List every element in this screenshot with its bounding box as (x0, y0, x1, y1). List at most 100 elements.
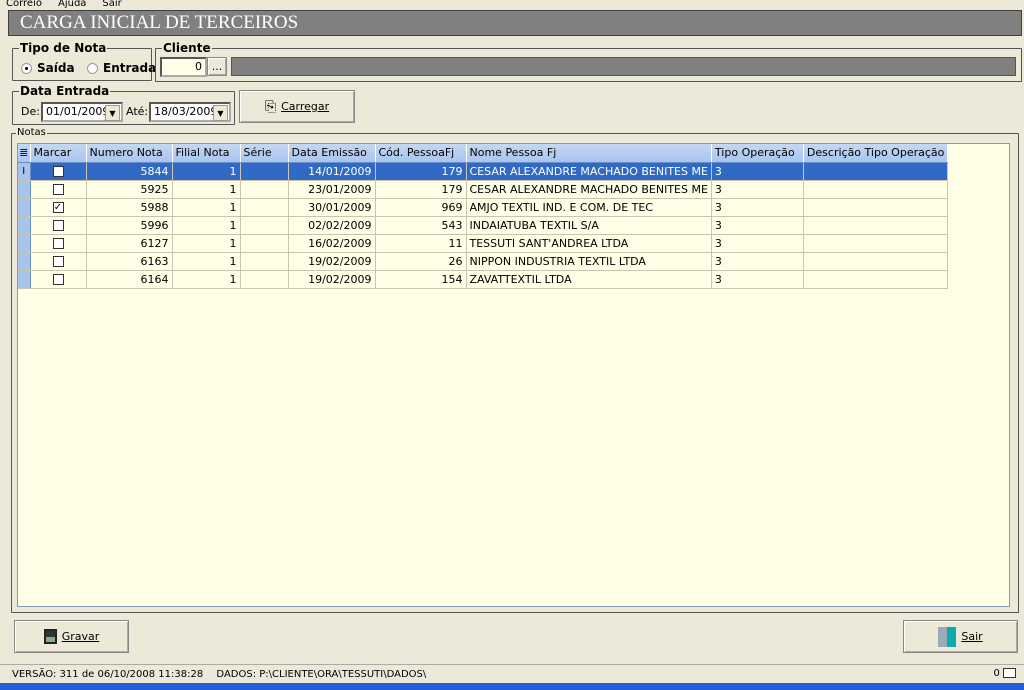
col-tipo-operacao[interactable]: Tipo Operação (711, 144, 804, 163)
checkbox[interactable] (52, 274, 64, 285)
checkbox[interactable] (52, 220, 64, 231)
checkbox[interactable]: ✓ (52, 202, 64, 213)
data-emissao-cell: 30/01/2009 (288, 198, 376, 217)
serie-cell (240, 270, 289, 289)
table-row[interactable]: I 5844 1 14/01/2009 179 CESAR ALEXANDRE … (18, 162, 949, 181)
row-indicator[interactable] (18, 252, 31, 271)
date-from-picker[interactable]: 01/01/2009 ▼ (41, 102, 123, 122)
numero-nota-cell: 5988 (86, 198, 173, 217)
load-icon: ⎘ (264, 98, 277, 115)
cod-pessoa-cell: 543 (375, 216, 467, 235)
row-indicator[interactable] (18, 234, 31, 253)
serie-cell (240, 252, 289, 271)
col-nome-pessoa[interactable]: Nome Pessoa Fj (466, 144, 712, 163)
row-indicator[interactable] (18, 216, 31, 235)
cliente-code-input[interactable]: 0 (160, 57, 207, 77)
radio-saida[interactable]: Saída (21, 61, 75, 75)
carregar-button[interactable]: ⎘ Carregar (239, 90, 355, 123)
status-dados: DADOS: P:\CLIENTE\ORA\TESSUTI\DADOS\ (216, 669, 427, 680)
cod-pessoa-cell: 969 (375, 198, 467, 217)
nome-pessoa-cell: CESAR ALEXANDRE MACHADO BENITES ME (466, 162, 712, 181)
menu-ajuda[interactable]: Ajuda (57, 0, 87, 9)
gravar-button[interactable]: Gravar (14, 620, 129, 653)
marcar-cell[interactable] (30, 180, 87, 199)
marcar-cell[interactable] (30, 216, 87, 235)
date-to-picker[interactable]: 18/03/2009 ▼ (149, 102, 231, 122)
chevron-down-icon[interactable]: ▼ (213, 105, 228, 121)
gravar-label: Gravar (61, 630, 100, 643)
save-icon (43, 629, 57, 644)
cod-pessoa-cell: 179 (375, 162, 467, 181)
descricao-tipo-cell (803, 234, 949, 253)
sair-label: Sair (961, 630, 983, 643)
numero-nota-cell: 5925 (86, 180, 173, 199)
table-row[interactable]: 6127 1 16/02/2009 11 TESSUTI SANT'ANDREA… (18, 234, 949, 253)
menu-sair[interactable]: Sair (102, 0, 122, 9)
numero-nota-cell: 6164 (86, 270, 173, 289)
checkbox[interactable] (52, 166, 64, 177)
status-bar: VERSÃO: 311 de 06/10/2008 11:38:28 DADOS… (0, 664, 1024, 683)
marcar-cell[interactable] (30, 270, 87, 289)
data-emissao-cell: 23/01/2009 (288, 180, 376, 199)
table-row[interactable]: 6163 1 19/02/2009 26 NIPPON INDUSTRIA TE… (18, 252, 949, 271)
nome-pessoa-cell: NIPPON INDUSTRIA TEXTIL LTDA (466, 252, 712, 271)
filial-nota-cell: 1 (172, 180, 241, 199)
table-row[interactable]: 5925 1 23/01/2009 179 CESAR ALEXANDRE MA… (18, 180, 949, 199)
serie-cell (240, 234, 289, 253)
date-from-value: 01/01/2009 (46, 105, 110, 118)
menu-correio[interactable]: Correio (6, 0, 42, 9)
checkbox[interactable] (52, 184, 64, 195)
row-indicator[interactable]: I (18, 162, 31, 181)
nome-pessoa-cell: INDAIATUBA TEXTIL S/A (466, 216, 712, 235)
marcar-cell[interactable]: ✓ (30, 198, 87, 217)
filial-nota-cell: 1 (172, 198, 241, 217)
col-filial-nota[interactable]: Filial Nota (172, 144, 241, 163)
numero-nota-cell: 6163 (86, 252, 173, 271)
table-row[interactable]: 6164 1 19/02/2009 154 ZAVATTEXTIL LTDA 3 (18, 270, 949, 289)
nome-pessoa-cell: CESAR ALEXANDRE MACHADO BENITES ME (466, 180, 712, 199)
col-cod-pessoa[interactable]: Cód. PessoaFj (375, 144, 467, 163)
cliente-lookup-button[interactable]: ... (207, 57, 227, 76)
marcar-cell[interactable] (30, 234, 87, 253)
filial-nota-cell: 1 (172, 216, 241, 235)
radio-entrada[interactable]: Entrada (87, 61, 156, 75)
col-serie[interactable]: Série (240, 144, 289, 163)
tipo-operacao-cell: 3 (711, 216, 804, 235)
col-data-emissao[interactable]: Data Emissão (288, 144, 376, 163)
col-marcar[interactable]: Marcar (30, 144, 87, 163)
taskbar (0, 683, 1024, 690)
notas-group: Notas (11, 127, 1019, 613)
de-label: De: (21, 105, 40, 118)
descricao-tipo-cell (803, 252, 949, 271)
row-indicator[interactable] (18, 270, 31, 289)
row-indicator[interactable] (18, 198, 31, 217)
exit-door-icon (938, 626, 957, 647)
table-row[interactable]: 5996 1 02/02/2009 543 INDAIATUBA TEXTIL … (18, 216, 949, 235)
data-emissao-cell: 19/02/2009 (288, 270, 376, 289)
row-indicator[interactable] (18, 180, 31, 199)
cod-pessoa-cell: 11 (375, 234, 467, 253)
notas-grid[interactable]: ≣ Marcar Numero Nota Filial Nota Série D… (17, 143, 1010, 607)
marcar-cell[interactable] (30, 162, 87, 181)
tipo-operacao-cell: 3 (711, 162, 804, 181)
checkbox[interactable] (52, 238, 64, 249)
menu-bar: Correio Ajuda Sair (0, 0, 132, 10)
tipo-operacao-cell: 3 (711, 252, 804, 271)
sair-button[interactable]: Sair (903, 620, 1018, 653)
date-to-value: 18/03/2009 (154, 105, 218, 118)
cod-pessoa-cell: 154 (375, 270, 467, 289)
table-row[interactable]: ✓ 5988 1 30/01/2009 969 AMJO TEXTIL IND.… (18, 198, 949, 217)
col-numero-nota[interactable]: Numero Nota (86, 144, 173, 163)
data-emissao-cell: 02/02/2009 (288, 216, 376, 235)
mail-icon[interactable] (1003, 668, 1016, 678)
checkbox[interactable] (52, 256, 64, 267)
radio-circle-icon (21, 62, 32, 74)
nome-pessoa-cell: TESSUTI SANT'ANDREA LTDA (466, 234, 712, 253)
col-descricao-tipo[interactable]: Descrição Tipo Operação (803, 144, 949, 163)
marcar-cell[interactable] (30, 252, 87, 271)
filial-nota-cell: 1 (172, 234, 241, 253)
tipo-operacao-cell: 3 (711, 270, 804, 289)
cod-pessoa-cell: 179 (375, 180, 467, 199)
column-menu-icon[interactable]: ≣ (18, 144, 31, 163)
chevron-down-icon[interactable]: ▼ (105, 105, 120, 121)
